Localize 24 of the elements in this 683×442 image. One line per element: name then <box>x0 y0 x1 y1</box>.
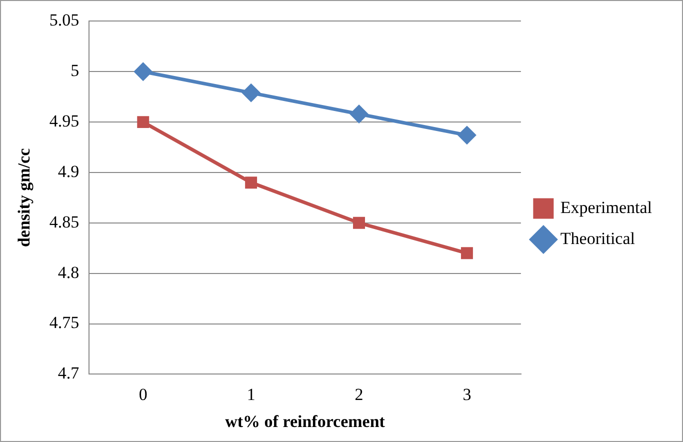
legend-label: Experimental <box>560 198 652 217</box>
y-tick-label: 5.05 <box>49 10 80 30</box>
y-tick-label: 4.9 <box>58 162 80 181</box>
y-tick-label: 4.8 <box>58 262 80 282</box>
legend-label: Theoritical <box>560 228 636 248</box>
point <box>350 105 368 123</box>
y-tick-label: 4.7 <box>58 364 80 383</box>
x-axis-title: wt% of reinforcement <box>225 412 386 432</box>
point <box>458 126 476 144</box>
point <box>134 62 152 80</box>
point <box>137 116 150 128</box>
y-tick-label: 5 <box>70 61 80 80</box>
point <box>245 176 258 189</box>
point <box>242 84 260 102</box>
y-tick-label: 4.85 <box>49 212 80 232</box>
x-tick-label: 3 <box>462 384 472 404</box>
point <box>460 247 473 260</box>
y-axis-title: density gm/cc <box>14 148 34 248</box>
point <box>353 216 366 229</box>
y-tick-label: 4.75 <box>49 313 80 332</box>
x-tick-label: 0 <box>138 384 148 404</box>
x-tick-label: 2 <box>354 384 364 404</box>
x-tick-label: 1 <box>246 384 256 404</box>
y-tick-label: 4.95 <box>49 112 80 131</box>
